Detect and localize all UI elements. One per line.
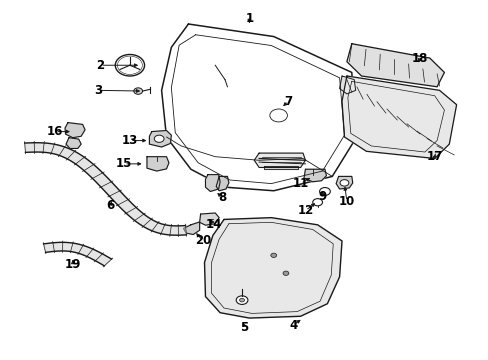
Circle shape	[339, 180, 348, 186]
Circle shape	[134, 88, 142, 94]
Text: 3: 3	[94, 84, 102, 97]
Text: 11: 11	[292, 177, 308, 190]
Polygon shape	[65, 123, 85, 138]
Circle shape	[283, 271, 288, 275]
Text: 16: 16	[47, 125, 63, 138]
Text: 1: 1	[245, 12, 253, 25]
Text: 14: 14	[205, 218, 222, 231]
Polygon shape	[341, 76, 456, 158]
Text: 20: 20	[195, 234, 211, 247]
Circle shape	[154, 135, 163, 142]
Polygon shape	[149, 131, 171, 147]
Text: 13: 13	[122, 134, 138, 147]
Text: 10: 10	[338, 195, 354, 208]
Polygon shape	[304, 169, 326, 182]
Circle shape	[312, 199, 322, 206]
Circle shape	[239, 298, 244, 302]
Polygon shape	[66, 138, 81, 148]
Text: 17: 17	[426, 150, 442, 163]
Polygon shape	[43, 242, 111, 266]
Polygon shape	[25, 143, 186, 235]
Text: 9: 9	[318, 190, 326, 203]
Circle shape	[319, 188, 330, 195]
Circle shape	[115, 54, 144, 76]
Polygon shape	[161, 24, 356, 191]
Polygon shape	[346, 44, 444, 87]
Circle shape	[270, 253, 276, 257]
Polygon shape	[254, 153, 305, 167]
Text: 12: 12	[297, 204, 313, 217]
Text: 5: 5	[240, 320, 248, 333]
Text: 7: 7	[284, 95, 292, 108]
Circle shape	[236, 296, 247, 305]
Polygon shape	[216, 176, 228, 191]
Text: 2: 2	[97, 59, 104, 72]
Polygon shape	[335, 176, 352, 189]
Text: 4: 4	[288, 319, 297, 332]
Polygon shape	[199, 213, 219, 225]
Polygon shape	[204, 218, 341, 318]
Polygon shape	[339, 76, 355, 94]
Polygon shape	[147, 157, 168, 171]
Polygon shape	[205, 175, 220, 192]
Text: 19: 19	[64, 258, 81, 271]
Polygon shape	[264, 166, 298, 169]
Text: 15: 15	[116, 157, 132, 170]
Text: 18: 18	[411, 51, 427, 64]
Text: 6: 6	[106, 199, 114, 212]
Text: 8: 8	[218, 192, 226, 204]
Polygon shape	[183, 222, 199, 234]
